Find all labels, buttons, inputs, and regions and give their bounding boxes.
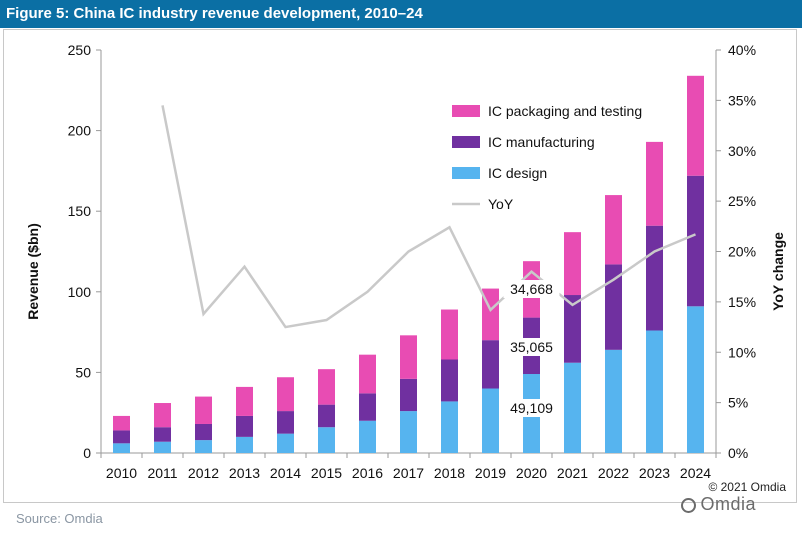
bar-ic-packaging-and-testing <box>564 232 581 296</box>
legend-swatch <box>452 136 480 148</box>
bar-ic-design <box>113 443 130 453</box>
bar-ic-design <box>605 349 622 453</box>
bar-ic-manufacturing <box>154 427 171 442</box>
x-tick-label: 2013 <box>229 465 260 481</box>
x-tick-label: 2022 <box>598 465 629 481</box>
annotation-label: 49,109 <box>510 400 553 416</box>
x-tick-label: 2011 <box>147 465 177 481</box>
yoy-line <box>161 105 696 329</box>
title-bar: Figure 5: China IC industry revenue deve… <box>0 0 802 28</box>
bar-ic-manufacturing <box>564 295 581 363</box>
x-tick-label: 2017 <box>393 465 424 481</box>
bar-ic-manufacturing <box>236 415 253 437</box>
bar-ic-manufacturing <box>646 225 663 331</box>
bar-ic-design <box>482 388 499 453</box>
bar-ic-manufacturing <box>195 423 212 441</box>
bar-ic-manufacturing <box>318 404 335 428</box>
bar-ic-packaging-and-testing <box>236 386 253 416</box>
annotation-bg <box>503 399 560 417</box>
bar-ic-packaging-and-testing <box>687 75 704 176</box>
legend-label: IC packaging and testing <box>488 103 642 119</box>
bar-ic-packaging-and-testing <box>605 195 622 265</box>
bar-ic-packaging-and-testing <box>277 377 294 412</box>
x-tick-label: 2010 <box>106 465 137 481</box>
chart-frame <box>3 29 797 503</box>
left-tick-label: 250 <box>68 42 92 58</box>
x-tick-label: 2020 <box>516 465 547 481</box>
annotation-label: 35,065 <box>510 339 553 355</box>
bar-ic-manufacturing <box>482 340 499 389</box>
right-tick-label: 25% <box>728 193 756 209</box>
legend-label: YoY <box>488 196 514 212</box>
right-tick-label: 15% <box>728 294 756 310</box>
bar-ic-packaging-and-testing <box>441 309 458 360</box>
bar-ic-design <box>359 420 376 453</box>
bar-ic-packaging-and-testing <box>318 369 335 405</box>
bar-ic-manufacturing <box>113 430 130 444</box>
annotation-label: 34,668 <box>510 281 553 297</box>
bar-ic-manufacturing <box>441 359 458 402</box>
left-axis-title: Revenue ($bn) <box>25 223 41 319</box>
right-tick-label: 5% <box>728 395 748 411</box>
right-tick-label: 10% <box>728 344 756 360</box>
left-tick-label: 200 <box>68 123 92 139</box>
bar-ic-manufacturing <box>687 175 704 307</box>
bar-ic-design <box>318 427 335 453</box>
x-tick-label: 2015 <box>311 465 342 481</box>
annotation-bg <box>503 338 560 356</box>
x-tick-label: 2021 <box>557 465 588 481</box>
legend-swatch <box>452 105 480 117</box>
bar-ic-design <box>564 362 581 453</box>
left-tick-label: 150 <box>68 203 92 219</box>
right-tick-label: 0% <box>728 445 748 461</box>
watermark-text: Omdia <box>700 494 756 514</box>
copyright-note: © 2021 Omdia <box>708 480 786 494</box>
legend-label: IC design <box>488 165 547 181</box>
bar-ic-design <box>646 330 663 453</box>
x-tick-label: 2014 <box>270 465 301 481</box>
bar-ic-packaging-and-testing <box>113 415 130 431</box>
x-tick-label: 2012 <box>188 465 219 481</box>
left-tick-label: 0 <box>83 445 91 461</box>
right-axis-title: YoY change <box>770 232 786 311</box>
right-tick-label: 35% <box>728 92 756 108</box>
x-tick-label: 2018 <box>434 465 465 481</box>
right-tick-label: 20% <box>728 244 756 260</box>
bar-ic-packaging-and-testing <box>195 396 212 424</box>
left-tick-label: 100 <box>68 284 92 300</box>
bar-ic-packaging-and-testing <box>359 354 376 394</box>
bar-ic-packaging-and-testing <box>154 403 171 428</box>
legend-swatch <box>452 167 480 179</box>
x-tick-label: 2024 <box>680 465 711 481</box>
right-tick-label: 40% <box>728 42 756 58</box>
source-note: Source: Omdia <box>16 511 103 526</box>
bar-ic-design <box>277 433 294 453</box>
bar-ic-design <box>687 306 704 453</box>
legend-label: IC manufacturing <box>488 134 595 150</box>
bar-ic-manufacturing <box>605 264 622 350</box>
watermark-logo-icon <box>681 498 697 513</box>
bar-ic-manufacturing <box>400 378 417 412</box>
bar-ic-design <box>236 436 253 453</box>
bar-ic-manufacturing <box>359 393 376 421</box>
chart-title: Figure 5: China IC industry revenue deve… <box>6 5 423 22</box>
bar-ic-packaging-and-testing <box>646 141 663 226</box>
omdia-watermark: Omdia <box>681 494 756 515</box>
bar-ic-design <box>400 411 417 453</box>
bar-ic-packaging-and-testing <box>400 335 417 379</box>
bar-ic-design <box>441 401 458 453</box>
bar-ic-design <box>154 441 171 453</box>
x-tick-label: 2019 <box>475 465 506 481</box>
bar-ic-manufacturing <box>277 411 294 434</box>
annotation-bg <box>503 280 560 298</box>
bar-ic-design <box>195 440 212 453</box>
x-tick-label: 2016 <box>352 465 383 481</box>
right-tick-label: 30% <box>728 143 756 159</box>
left-tick-label: 50 <box>75 364 91 380</box>
x-tick-label: 2023 <box>639 465 670 481</box>
